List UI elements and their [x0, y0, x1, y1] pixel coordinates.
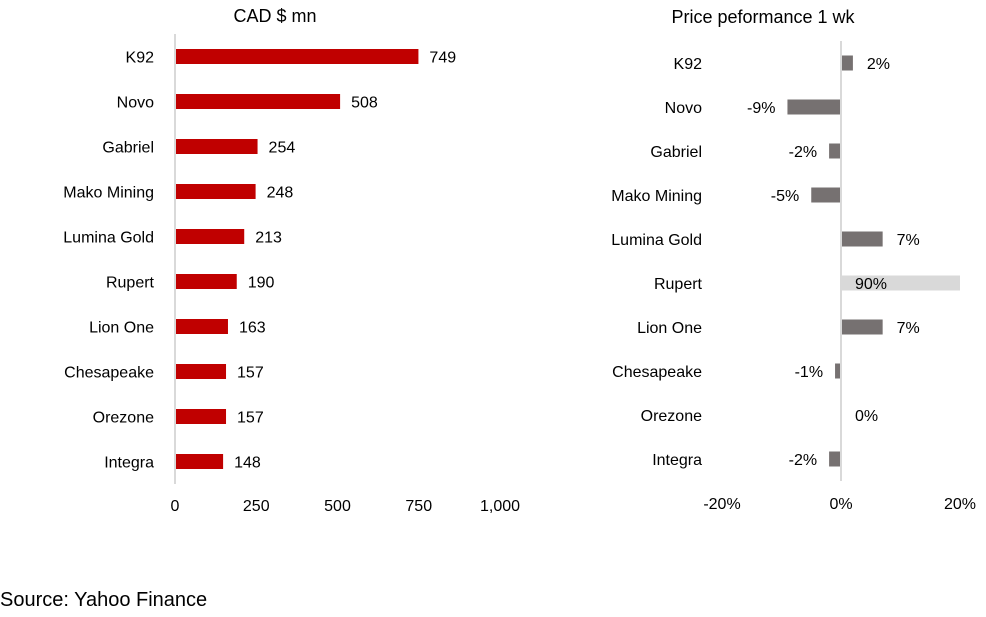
- right-chart-title: Price peformance 1 wk: [671, 7, 855, 27]
- data-label: -9%: [747, 100, 775, 117]
- bar-chesapeake: [175, 364, 227, 379]
- bar-orezone: [175, 409, 227, 424]
- data-label: 157: [237, 410, 264, 427]
- data-label: 508: [351, 95, 378, 112]
- category-label: Chesapeake: [612, 364, 702, 381]
- category-label: Orezone: [641, 408, 702, 425]
- bar-gabriel: [175, 139, 258, 154]
- data-label: 254: [269, 140, 296, 157]
- category-label: K92: [126, 50, 155, 67]
- x-tick-label: -20%: [703, 496, 740, 513]
- data-label: 213: [255, 230, 282, 247]
- category-label: Rupert: [654, 276, 703, 293]
- data-label: -1%: [795, 364, 823, 381]
- bar-lion-one: [175, 319, 228, 334]
- data-label: 2%: [867, 56, 890, 73]
- price-performance-chart: Price peformance 1 wk K92 Novo Gabriel Mako…: [611, 7, 976, 513]
- bar-rupert: [175, 274, 237, 289]
- left-data-labels: 749 508 254 248 213 190 163 157 157 148: [234, 50, 456, 472]
- category-label: Mako Mining: [611, 188, 702, 205]
- data-label: 7%: [897, 232, 920, 249]
- data-label: 157: [237, 365, 264, 382]
- bar-lion-one: [841, 319, 883, 335]
- x-tick-label: 20%: [944, 496, 976, 513]
- data-label: 163: [239, 320, 266, 337]
- data-label: -2%: [789, 144, 817, 161]
- data-label: 7%: [897, 320, 920, 337]
- bar-novo: [175, 94, 341, 109]
- left-bars: [175, 49, 419, 469]
- right-data-labels: 2% -9% -2% -5% 7% 90% 7% -1% 0% -2%: [747, 56, 920, 469]
- bar-integra: [829, 451, 841, 467]
- category-label: Integra: [104, 455, 154, 472]
- data-label: -2%: [789, 452, 817, 469]
- data-label: -5%: [771, 188, 799, 205]
- right-category-labels: K92 Novo Gabriel Mako Mining Lumina Gold Rupe…: [611, 56, 702, 469]
- category-label: Chesapeake: [64, 365, 154, 382]
- left-x-ticks: 0 250 500 750 1,000: [171, 498, 521, 515]
- bar-integra: [175, 454, 224, 469]
- bar-k92: [841, 55, 853, 71]
- category-label: Rupert: [106, 275, 155, 292]
- bar-mako-mining: [811, 187, 841, 203]
- x-tick-label: 0: [171, 498, 180, 515]
- data-label: 248: [267, 185, 294, 202]
- x-tick-label: 500: [324, 498, 351, 515]
- data-label: 749: [429, 50, 456, 67]
- x-tick-label: 250: [243, 498, 270, 515]
- data-label: 0%: [855, 408, 878, 425]
- category-label: K92: [674, 56, 703, 73]
- left-chart-title: CAD $ mn: [233, 6, 316, 26]
- bar-k92: [175, 49, 419, 64]
- bar-lumina-gold: [841, 231, 883, 247]
- category-label: Novo: [117, 95, 154, 112]
- bar-mako-mining: [175, 184, 256, 199]
- bar-chesapeake: [835, 363, 841, 379]
- data-label: 90%: [855, 276, 887, 293]
- bar-rupert: [841, 275, 960, 291]
- right-bars: [787, 55, 960, 467]
- category-label: Gabriel: [102, 140, 154, 157]
- category-label: Lumina Gold: [63, 230, 154, 247]
- data-label: 148: [234, 455, 261, 472]
- bar-gabriel: [829, 143, 841, 159]
- category-label: Mako Mining: [63, 185, 154, 202]
- category-label: Lion One: [89, 320, 154, 337]
- category-label: Novo: [665, 100, 702, 117]
- category-label: Lion One: [637, 320, 702, 337]
- x-tick-label: 0%: [829, 496, 852, 513]
- left-category-labels: K92 Novo Gabriel Mako Mining Lumina Gold Rupe…: [63, 50, 154, 472]
- source-note: Source: Yahoo Finance: [0, 589, 208, 611]
- category-label: Orezone: [93, 410, 154, 427]
- category-label: Gabriel: [650, 144, 702, 161]
- x-tick-label: 1,000: [480, 498, 520, 515]
- bar-lumina-gold: [175, 229, 245, 244]
- market-cap-chart: CAD $ mn K92 Novo Gabriel Mako Mining Lumina…: [63, 6, 520, 515]
- x-tick-label: 750: [405, 498, 432, 515]
- category-label: Integra: [652, 452, 702, 469]
- category-label: Lumina Gold: [611, 232, 702, 249]
- data-label: 190: [248, 275, 275, 292]
- bar-novo: [787, 99, 841, 115]
- right-x-ticks: -20% 0% 20%: [703, 496, 976, 513]
